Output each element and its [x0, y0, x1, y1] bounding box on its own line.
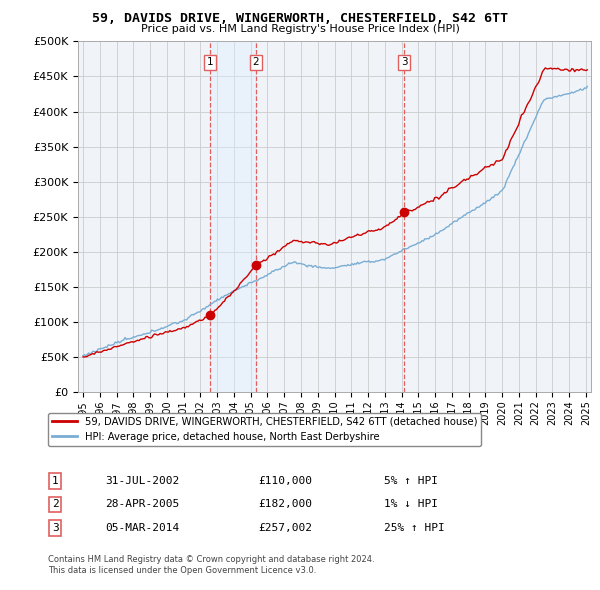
Text: 2: 2 — [253, 57, 259, 67]
Text: 28-APR-2005: 28-APR-2005 — [105, 500, 179, 509]
Text: Contains HM Land Registry data © Crown copyright and database right 2024.: Contains HM Land Registry data © Crown c… — [48, 555, 374, 563]
Text: Price paid vs. HM Land Registry's House Price Index (HPI): Price paid vs. HM Land Registry's House … — [140, 24, 460, 34]
Text: 1: 1 — [52, 476, 59, 486]
Legend: 59, DAVIDS DRIVE, WINGERWORTH, CHESTERFIELD, S42 6TT (detached house), HPI: Aver: 59, DAVIDS DRIVE, WINGERWORTH, CHESTERFI… — [48, 413, 481, 445]
Text: 5% ↑ HPI: 5% ↑ HPI — [384, 476, 438, 486]
Text: 1: 1 — [207, 57, 214, 67]
Text: 59, DAVIDS DRIVE, WINGERWORTH, CHESTERFIELD, S42 6TT: 59, DAVIDS DRIVE, WINGERWORTH, CHESTERFI… — [92, 12, 508, 25]
Text: 25% ↑ HPI: 25% ↑ HPI — [384, 523, 445, 533]
Text: £110,000: £110,000 — [258, 476, 312, 486]
Text: 2: 2 — [52, 500, 59, 509]
Text: 31-JUL-2002: 31-JUL-2002 — [105, 476, 179, 486]
Text: £257,002: £257,002 — [258, 523, 312, 533]
Text: This data is licensed under the Open Government Licence v3.0.: This data is licensed under the Open Gov… — [48, 566, 316, 575]
Bar — [210, 41, 256, 392]
Text: 3: 3 — [401, 57, 408, 67]
Text: 05-MAR-2014: 05-MAR-2014 — [105, 523, 179, 533]
Text: 1% ↓ HPI: 1% ↓ HPI — [384, 500, 438, 509]
Text: £182,000: £182,000 — [258, 500, 312, 509]
Text: 3: 3 — [52, 523, 59, 533]
